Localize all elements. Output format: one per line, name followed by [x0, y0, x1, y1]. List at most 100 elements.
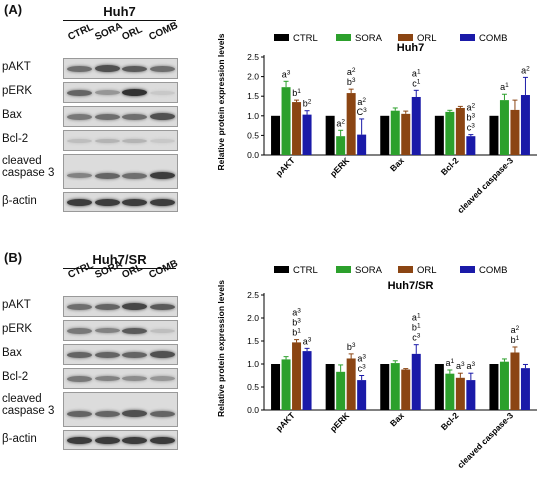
bar	[466, 136, 476, 155]
bar	[302, 351, 312, 410]
bar	[346, 358, 356, 410]
significance-text: c3	[358, 364, 367, 374]
blot-strip	[63, 106, 178, 127]
significance-text: a2	[511, 325, 520, 335]
significance-text: b1	[292, 88, 301, 98]
bar	[445, 373, 455, 410]
significance-label: a3	[303, 336, 312, 346]
blot-band	[122, 327, 147, 334]
bar	[401, 369, 411, 410]
blot-row-label: Bax	[2, 347, 22, 359]
chart-title: Huh7/SR	[388, 280, 434, 292]
significance-text: C3	[357, 107, 368, 117]
bar	[434, 115, 444, 155]
blot-band	[149, 436, 175, 444]
significance-text: a2	[521, 65, 530, 75]
x-tick-label: cleaved caspase-3	[455, 410, 515, 470]
blot-band	[122, 89, 147, 96]
bar	[390, 110, 400, 155]
bar	[271, 115, 281, 155]
blot-band	[67, 303, 92, 310]
blot-band	[67, 327, 92, 334]
bar	[455, 377, 465, 410]
bar	[336, 136, 346, 155]
bar	[499, 361, 509, 410]
bar	[357, 380, 367, 410]
blot-band	[67, 351, 92, 358]
bar	[292, 342, 302, 410]
blot-band	[122, 351, 147, 358]
bar	[357, 134, 367, 155]
significance-label: a2	[521, 65, 530, 75]
y-tick-label: 0.5	[247, 130, 259, 140]
x-tick-label: Bcl-2	[439, 410, 461, 432]
bar	[510, 352, 520, 410]
blot-band	[122, 198, 147, 206]
x-tick-label: pAKT	[274, 410, 298, 434]
y-tick-label: 2.0	[247, 313, 259, 323]
lane-label: COMB	[147, 20, 180, 43]
y-tick-label: 1.5	[247, 91, 259, 101]
legend-swatch	[460, 266, 475, 273]
blot-band	[149, 138, 175, 143]
legend-swatch	[336, 34, 351, 41]
legend-swatch	[398, 266, 413, 273]
y-tick-label: 2.0	[247, 72, 259, 82]
blot-strip	[63, 344, 178, 365]
blot-band	[94, 113, 120, 120]
significance-text: b3	[347, 77, 356, 87]
legend-swatch	[274, 266, 289, 273]
y-axis-label: Relative protein expression levels	[216, 280, 226, 417]
blot-strip	[63, 296, 178, 317]
y-tick-label: 0.0	[247, 150, 259, 160]
bar	[325, 115, 335, 155]
legend-swatch	[398, 34, 413, 41]
y-axis-label: Relative protein expression levels	[216, 33, 226, 170]
lane-label: ORL	[120, 24, 145, 43]
blot-row-label: pERK	[2, 85, 33, 97]
blot-strip	[63, 430, 178, 450]
legend-label: SORA	[355, 265, 383, 276]
bar	[292, 102, 302, 155]
bar	[390, 363, 400, 410]
blot-band	[67, 138, 92, 143]
bar	[281, 359, 291, 410]
blot-strip	[63, 130, 178, 151]
significance-text: a3	[467, 361, 476, 371]
blot-band	[67, 375, 92, 382]
significance-text: a2	[357, 97, 366, 107]
blot-band	[122, 138, 147, 143]
significance-text: b2	[303, 99, 312, 109]
blot-band	[122, 376, 147, 381]
blot-row-label: cleaved caspase 3	[2, 155, 55, 179]
blot-band	[149, 328, 175, 333]
y-tick-label: 0.5	[247, 382, 259, 392]
panel-a: (A) Huh7 CTRL SORA ORL COMB pAKT pERK Bax Bcl-2 cl…	[0, 0, 550, 246]
y-tick-label: 1.0	[247, 359, 259, 369]
blot-strip	[63, 192, 178, 212]
significance-label: a2	[336, 118, 345, 128]
significance-text: a3	[292, 308, 301, 318]
bar	[411, 353, 421, 410]
significance-label: a3	[456, 361, 465, 371]
x-tick-label: Bax	[388, 155, 406, 173]
legend-swatch	[274, 34, 289, 41]
bar	[281, 87, 291, 155]
legend-swatch	[460, 34, 475, 41]
bar	[325, 364, 335, 410]
bar	[466, 380, 476, 410]
y-tick-label: 2.5	[247, 52, 259, 62]
bar	[346, 93, 356, 155]
blot-title-rule	[63, 20, 176, 22]
blot-band	[94, 376, 120, 381]
significance-label: b3	[347, 342, 356, 352]
significance-text: b3	[347, 342, 356, 352]
blot-row-label: cleaved caspase 3	[2, 393, 55, 417]
blot-band	[149, 376, 175, 381]
panel-b: (B) Huh7/SR CTRL SORA ORL COMB pAKT pERK Bax Bcl-…	[0, 246, 550, 494]
blot-band	[122, 172, 147, 179]
legend-label: ORL	[417, 33, 437, 44]
